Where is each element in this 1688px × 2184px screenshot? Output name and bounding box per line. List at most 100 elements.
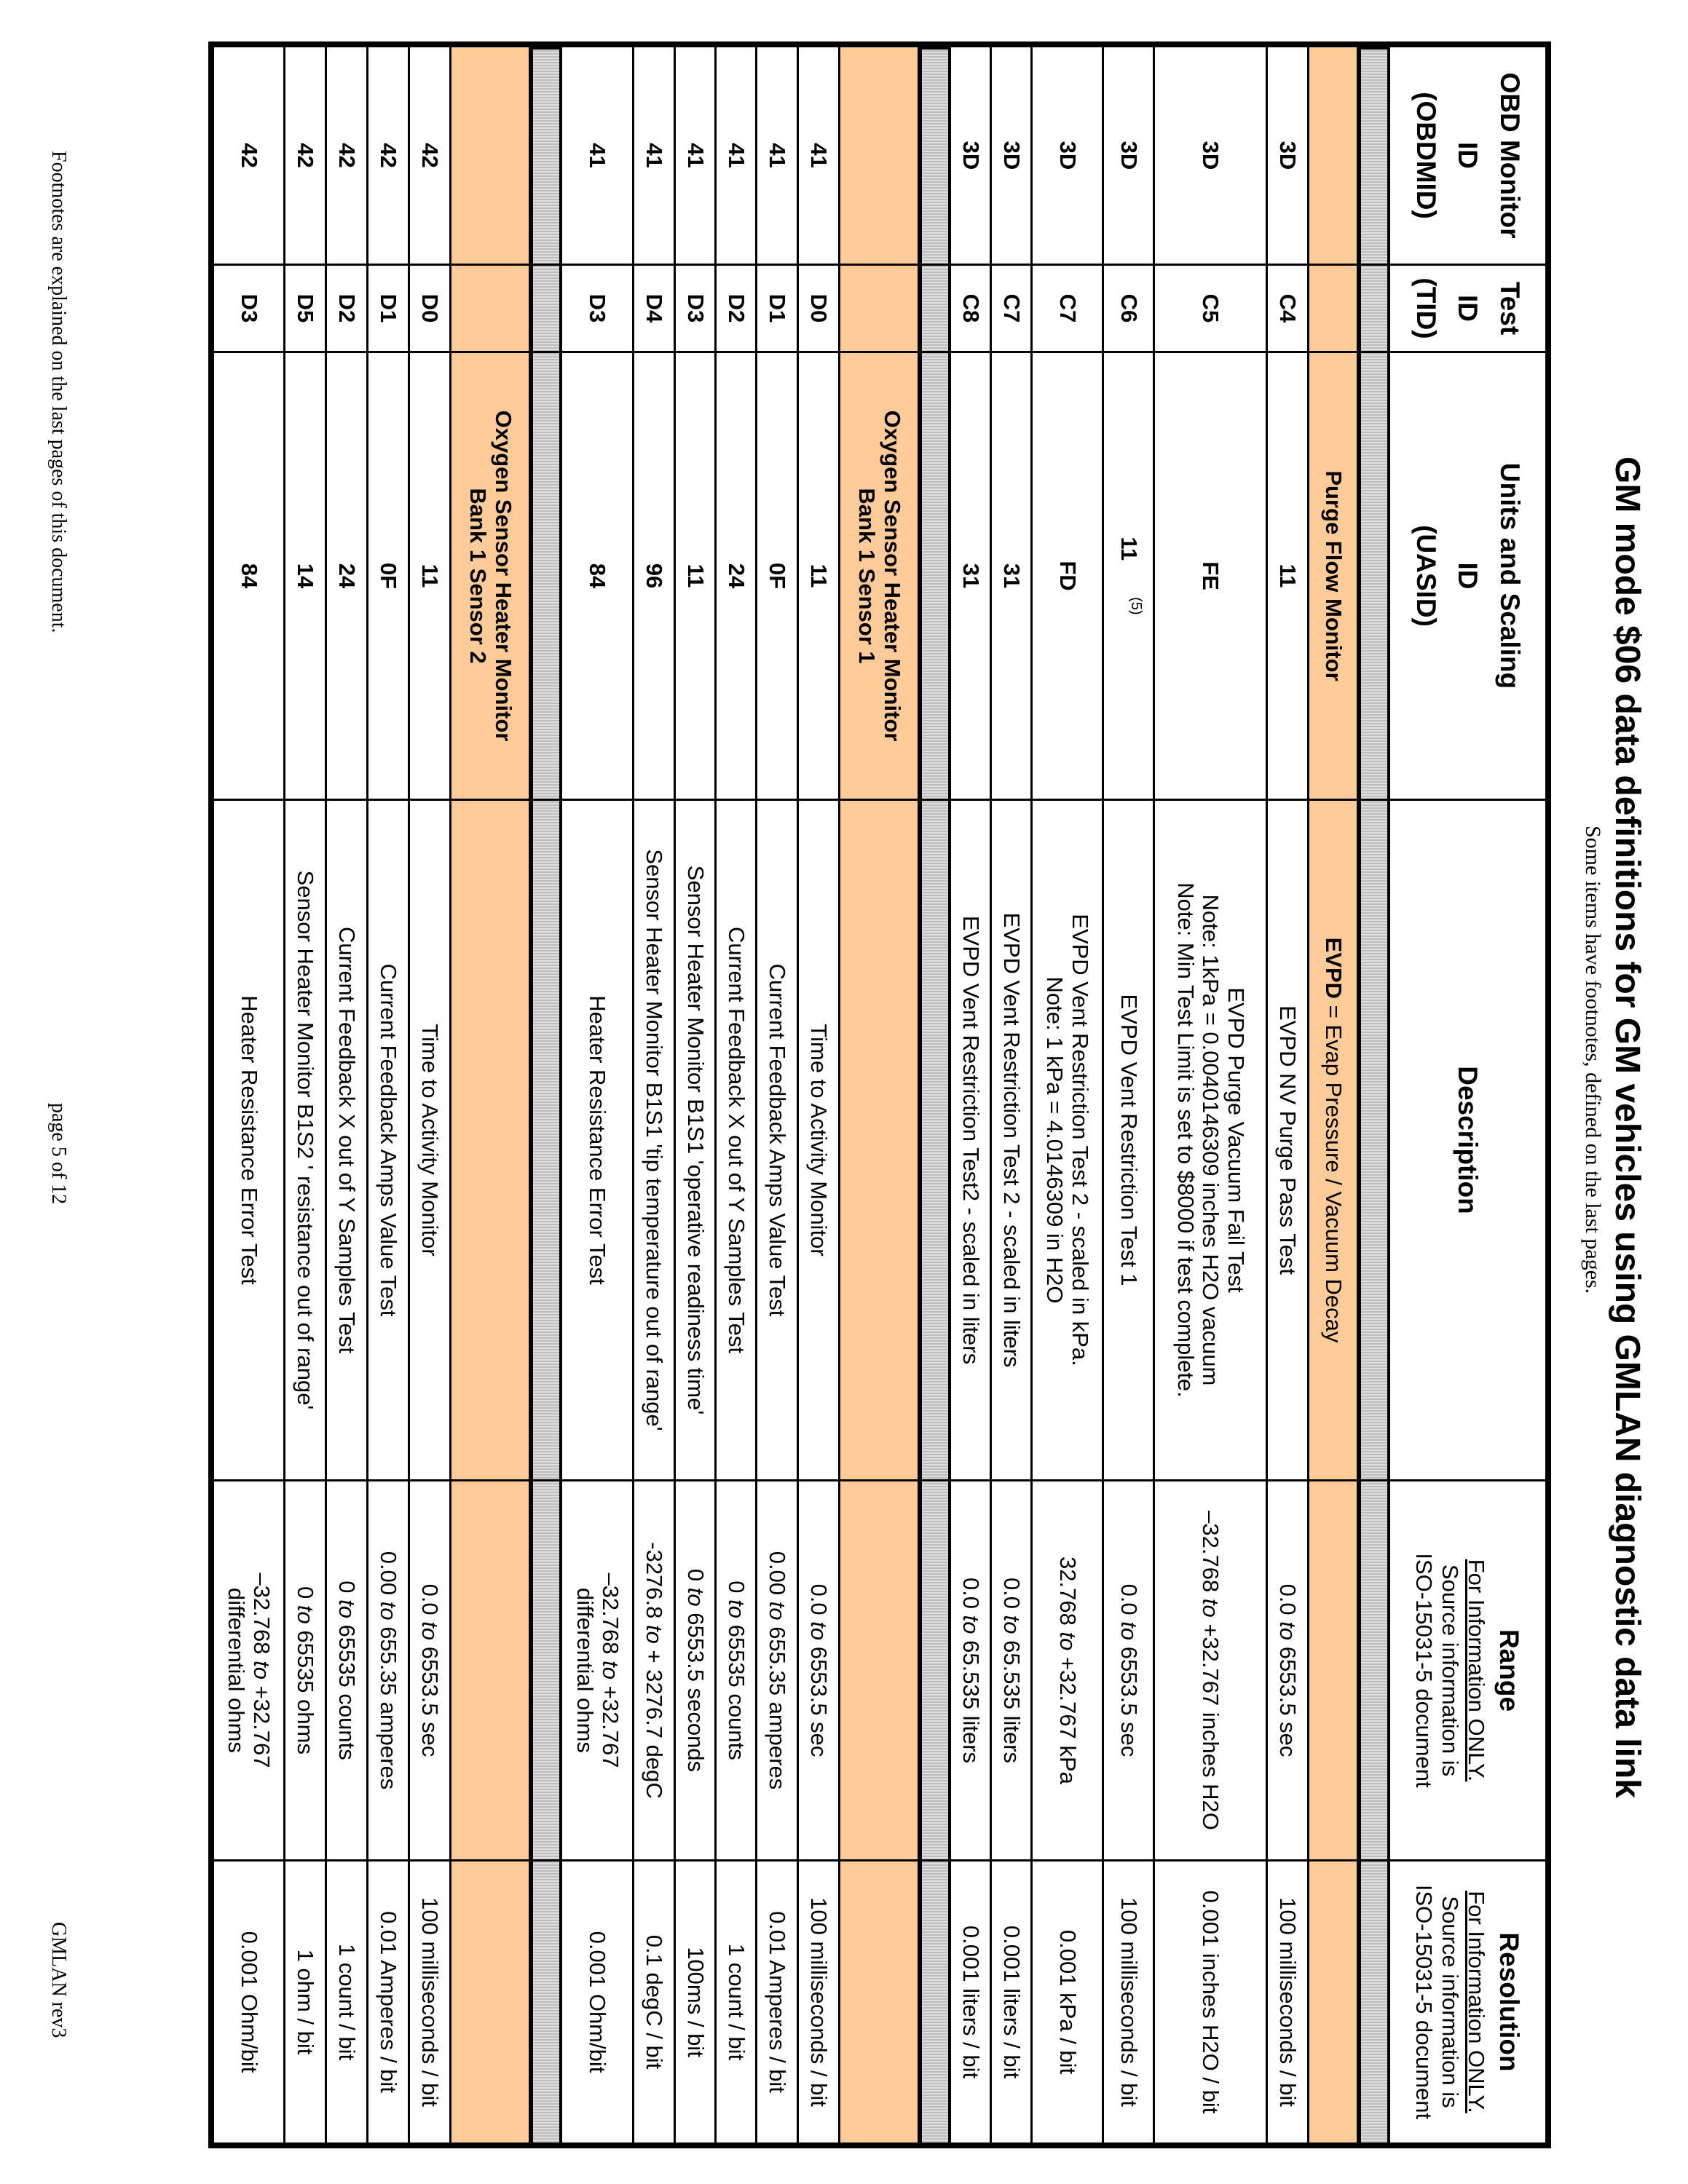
table-row: 41 D3 11 Sensor Heater Monitor B1S1 'operat… xyxy=(676,47,717,2143)
resolution-cell: 1 count / bit xyxy=(327,1859,366,2143)
separator-cell xyxy=(1361,47,1387,264)
section-cell xyxy=(840,47,918,264)
separator-cell xyxy=(533,47,559,264)
tid-value: C5 xyxy=(1198,293,1224,323)
range-line: 0.00 to 655.35 amperes xyxy=(765,1551,791,1790)
range-line: 0 to 65535 counts xyxy=(334,1580,360,1760)
section-cell xyxy=(451,799,529,1479)
uasid-cell: 31 xyxy=(992,351,1030,799)
range-cell: –32.768 to +32.767 inches H2O xyxy=(1155,1479,1266,1859)
tid-value: C7 xyxy=(1054,293,1081,323)
table-row: 3D C4 11 EVPD NV Purge Pass Test 0.0 to 6553… xyxy=(1268,47,1309,2143)
uasid-value: FE xyxy=(1198,561,1224,590)
separator-cell xyxy=(922,351,948,799)
tid-value: D0 xyxy=(806,293,832,323)
description-line: Time to Activity Monitor xyxy=(806,1024,832,1257)
section-separator xyxy=(1357,47,1390,2143)
section-cell: Oxygen Sensor Heater Monitor Bank 1 Senso… xyxy=(840,351,918,799)
description-cell: Current Feedback X out of Y Samples Test xyxy=(327,799,366,1479)
section-abbrev: EVPD xyxy=(1320,937,1346,1000)
table-row: 41 D3 84 Heater Resistance Error Test –32.76… xyxy=(562,47,634,2143)
resolution-line: 1 count / bit xyxy=(723,1943,749,2061)
uasid-value: 84 xyxy=(585,563,611,589)
separator-cell xyxy=(1361,1859,1387,2143)
tid-value: C6 xyxy=(1116,293,1142,323)
separator-cell xyxy=(533,264,559,351)
uasid-cell: FD xyxy=(1033,351,1102,799)
separator-cell xyxy=(922,799,948,1479)
tid-cell: D0 xyxy=(799,264,838,351)
range-line: 32.768 to +32.767 kPa xyxy=(1054,1556,1081,1784)
uasid-value: 96 xyxy=(642,563,668,589)
description-line: EVPD Vent Restriction Test 1 xyxy=(1116,994,1142,1286)
section-title: Bank 1 Sensor 1 xyxy=(854,488,880,664)
description-cell: EVPD Vent Restriction Test 1 xyxy=(1104,799,1153,1479)
uasid-value: 84 xyxy=(236,563,262,589)
range-line: differential ohms xyxy=(572,1588,598,1753)
section-cell xyxy=(1309,47,1357,264)
header-obdmid-line: ID xyxy=(1453,142,1483,169)
resolution-line: 0.1 degC / bit xyxy=(642,1934,668,2070)
range-cell: 0 to 6553.5 seconds xyxy=(676,1479,714,1859)
header-range: Range For Information ONLY. Source informa… xyxy=(1390,1479,1545,1859)
description-cell: Sensor Heater Monitor B1S1 'operative re… xyxy=(676,799,714,1479)
separator-cell xyxy=(533,799,559,1479)
header-range-line: ISO-15031-5 document xyxy=(1411,1553,1437,1788)
footer-page-number: page 5 of 12 xyxy=(47,1103,70,1205)
tid-cell: C5 xyxy=(1155,264,1266,351)
range-line: 0.0 to 6553.5 sec xyxy=(417,1583,443,1757)
resolution-cell: 100ms / bit xyxy=(676,1859,714,2143)
description-line: Note: 1kPa = 0.0040146309 inches H2O vac… xyxy=(1198,894,1224,1386)
obdmid-value: 3D xyxy=(998,141,1025,170)
header-range-note: For Information ONLY. xyxy=(1463,1559,1489,1782)
separator-cell xyxy=(922,47,948,264)
obdmid-value: 41 xyxy=(642,143,668,168)
description-cell: EVPD Purge Vacuum Fail Test Note: 1kPa = … xyxy=(1155,799,1266,1479)
description-line: Note: Min Test Limit is set to $8000 if … xyxy=(1172,882,1199,1398)
section-cell xyxy=(1309,1479,1357,1859)
range-cell: 0.0 to 6553.5 sec xyxy=(1104,1479,1153,1859)
resolution-cell: 0.001 kPa / bit xyxy=(1033,1859,1102,2143)
separator-cell xyxy=(1361,1479,1387,1859)
section-title: Oxygen Sensor Heater Monitor xyxy=(490,410,516,742)
section-cell xyxy=(840,264,918,351)
resolution-cell: 0.001 liters / bit xyxy=(992,1859,1030,2143)
uasid-cell: 11 (5) xyxy=(1104,351,1153,799)
obdmid-value: 3D xyxy=(958,141,984,170)
uasid-cell: 11 xyxy=(410,351,449,799)
resolution-line: 0.01 Amperes / bit xyxy=(765,1911,791,2093)
obdmid-value: 3D xyxy=(1198,141,1224,170)
header-uasid: Units and Scaling ID (UASID) xyxy=(1390,351,1545,799)
description-line: EVPD Vent Restriction Test 2 - scaled in… xyxy=(998,912,1025,1368)
uasid-cell: 84 xyxy=(214,351,283,799)
obdmid-value: 3D xyxy=(1275,141,1301,170)
section-cell xyxy=(1309,1859,1357,2143)
obdmid-cell: 3D xyxy=(1268,47,1307,264)
table-row: 42 D3 84 Heater Resistance Error Test –32.76… xyxy=(214,47,285,2143)
tid-cell: D3 xyxy=(562,264,632,351)
resolution-cell: 100 milliseconds / bit xyxy=(1104,1859,1153,2143)
range-cell: 0.0 to 6553.5 sec xyxy=(1268,1479,1307,1859)
table-row: 41 D0 11 Time to Activity Monitor 0.0 to 655… xyxy=(799,47,840,2143)
section-cell xyxy=(451,264,529,351)
obdmid-cell: 41 xyxy=(799,47,838,264)
header-obdmid-line: OBD Monitor xyxy=(1494,72,1525,239)
tid-value: D3 xyxy=(236,293,262,323)
section-cell xyxy=(840,1859,918,2143)
obdmid-value: 42 xyxy=(236,143,262,168)
tid-cell: D1 xyxy=(757,264,797,351)
range-line: 0.0 to 6553.5 sec xyxy=(806,1583,832,1757)
tid-value: D3 xyxy=(585,293,611,323)
obdmid-value: 42 xyxy=(417,143,443,168)
uasid-value: 11 xyxy=(417,563,443,588)
obdmid-cell: 42 xyxy=(368,47,408,264)
resolution-cell: 1 count / bit xyxy=(717,1859,755,2143)
obdmid-cell: 41 xyxy=(757,47,797,264)
uasid-value: 11 (5) xyxy=(1116,537,1144,614)
range-cell: 0 to 65535 ohms xyxy=(285,1479,325,1859)
header-resolution-note: For Information ONLY. xyxy=(1463,1891,1489,2113)
uasid-value: 0F xyxy=(376,562,402,590)
description-cell: EVPD Vent Restriction Test 2 - scaled in… xyxy=(1033,799,1102,1479)
header-tid-line: ID xyxy=(1453,295,1483,322)
description-line: Time to Activity Monitor xyxy=(417,1024,443,1257)
